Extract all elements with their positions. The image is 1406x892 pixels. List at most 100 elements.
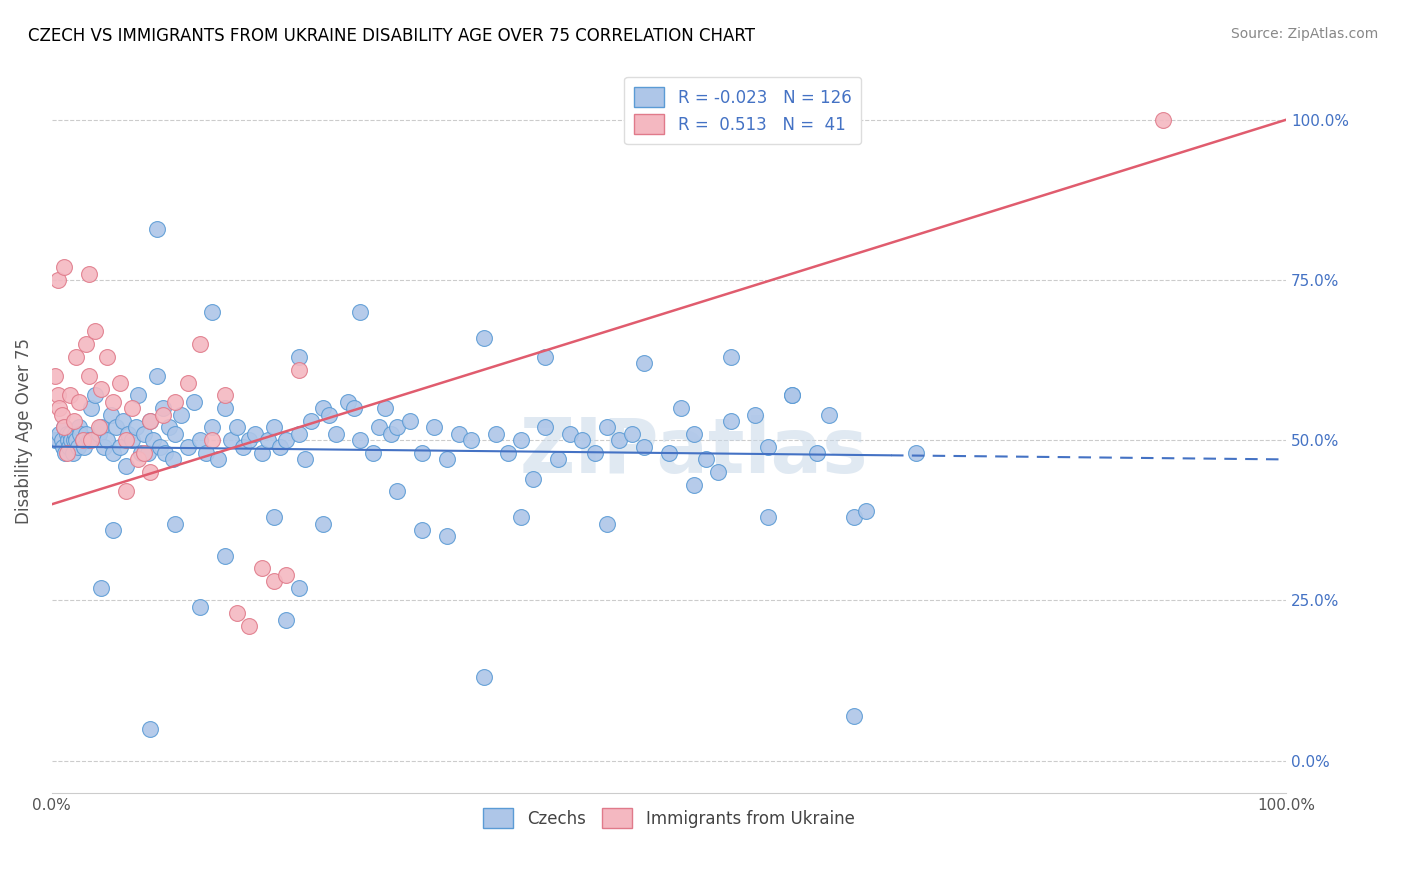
Point	[287, 350, 309, 364]
Point	[170, 408, 193, 422]
Point	[58, 440, 80, 454]
Point	[80, 433, 103, 447]
Point	[96, 350, 118, 364]
Point	[44, 369, 66, 384]
Point	[165, 516, 187, 531]
Point	[165, 394, 187, 409]
Point	[558, 426, 581, 441]
Point	[127, 452, 149, 467]
Point	[780, 388, 803, 402]
Point	[336, 394, 359, 409]
Point	[66, 440, 89, 454]
Point	[207, 452, 229, 467]
Point	[756, 510, 779, 524]
Point	[380, 426, 402, 441]
Point	[72, 433, 94, 447]
Point	[59, 388, 82, 402]
Text: Source: ZipAtlas.com: Source: ZipAtlas.com	[1230, 27, 1378, 41]
Point	[509, 510, 531, 524]
Point	[108, 376, 131, 390]
Point	[46, 273, 69, 287]
Point	[139, 414, 162, 428]
Point	[214, 401, 236, 416]
Point	[134, 426, 156, 441]
Point	[250, 446, 273, 460]
Point	[287, 362, 309, 376]
Point	[142, 433, 165, 447]
Point	[188, 599, 211, 614]
Point	[682, 478, 704, 492]
Point	[51, 433, 73, 447]
Point	[256, 433, 278, 447]
Point	[46, 388, 69, 402]
Point	[63, 414, 86, 428]
Point	[842, 510, 865, 524]
Point	[374, 401, 396, 416]
Point	[609, 433, 631, 447]
Point	[145, 369, 167, 384]
Point	[117, 426, 139, 441]
Point	[263, 420, 285, 434]
Point	[87, 426, 110, 441]
Point	[73, 440, 96, 454]
Point	[633, 440, 655, 454]
Point	[53, 420, 76, 434]
Point	[1152, 112, 1174, 127]
Point	[596, 420, 619, 434]
Point	[571, 433, 593, 447]
Point	[269, 440, 291, 454]
Point	[59, 426, 82, 441]
Point	[188, 433, 211, 447]
Point	[534, 350, 557, 364]
Point	[104, 420, 127, 434]
Point	[112, 414, 135, 428]
Point	[87, 420, 110, 434]
Point	[84, 324, 107, 338]
Point	[276, 567, 298, 582]
Point	[55, 446, 77, 460]
Point	[139, 465, 162, 479]
Point	[669, 401, 692, 416]
Point	[162, 452, 184, 467]
Point	[695, 452, 717, 467]
Point	[287, 426, 309, 441]
Point	[522, 472, 544, 486]
Point	[75, 337, 97, 351]
Point	[157, 420, 180, 434]
Point	[69, 426, 91, 441]
Point	[436, 452, 458, 467]
Point	[176, 440, 198, 454]
Point	[904, 446, 927, 460]
Point	[219, 433, 242, 447]
Point	[472, 670, 495, 684]
Point	[48, 401, 70, 416]
Point	[201, 433, 224, 447]
Point	[498, 446, 520, 460]
Point	[472, 331, 495, 345]
Point	[633, 356, 655, 370]
Point	[53, 420, 76, 434]
Point	[114, 433, 136, 447]
Point	[63, 426, 86, 441]
Point	[56, 433, 79, 447]
Point	[312, 516, 335, 531]
Point	[276, 433, 298, 447]
Point	[214, 549, 236, 563]
Point	[534, 420, 557, 434]
Point	[276, 613, 298, 627]
Point	[387, 420, 409, 434]
Point	[103, 446, 125, 460]
Point	[139, 722, 162, 736]
Point	[225, 606, 247, 620]
Point	[238, 433, 260, 447]
Point	[139, 414, 162, 428]
Point	[842, 708, 865, 723]
Legend: Czechs, Immigrants from Ukraine: Czechs, Immigrants from Ukraine	[477, 801, 860, 835]
Point	[818, 408, 841, 422]
Point	[149, 440, 172, 454]
Point	[387, 484, 409, 499]
Point	[485, 426, 508, 441]
Point	[744, 408, 766, 422]
Point	[682, 426, 704, 441]
Point	[114, 458, 136, 473]
